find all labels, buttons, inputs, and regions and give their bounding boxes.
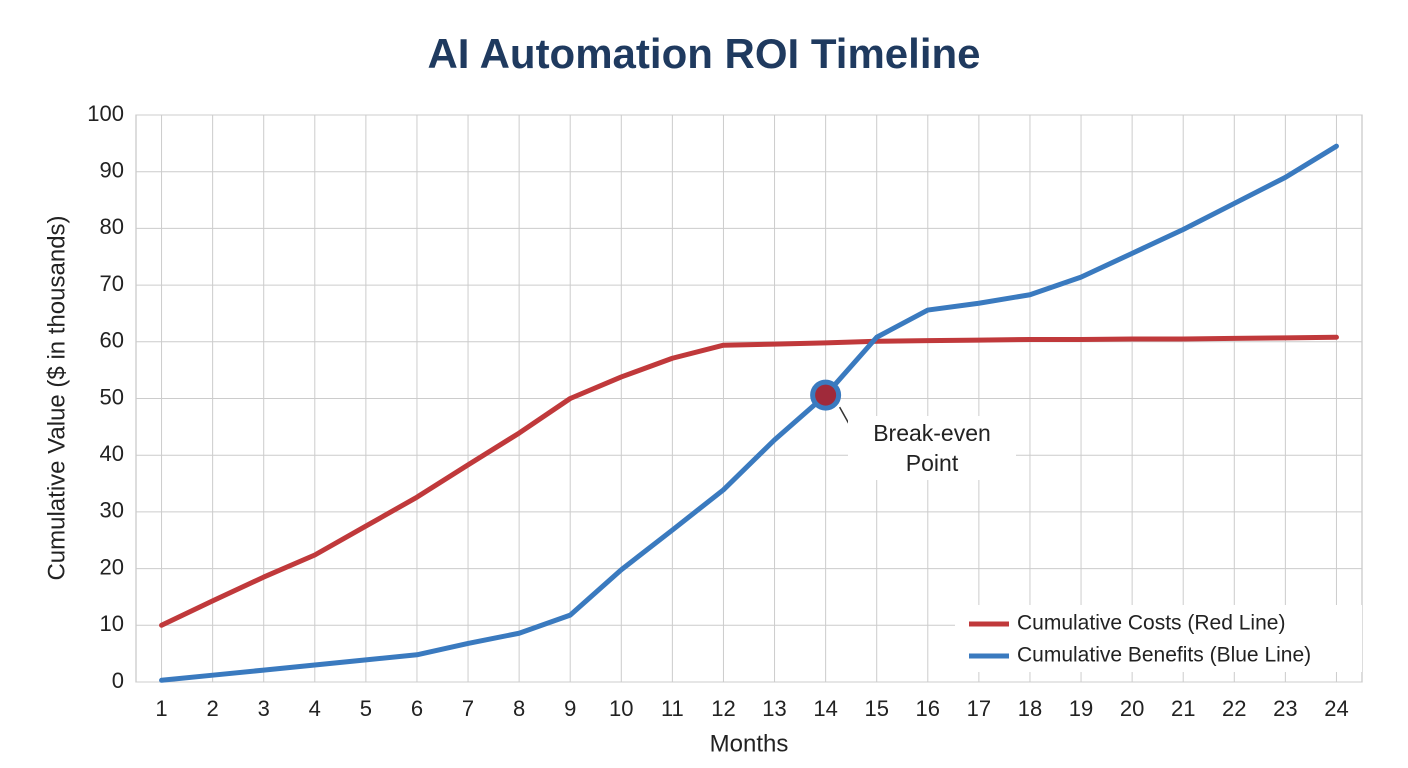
x-tick-label: 13 [762, 696, 786, 721]
x-tick-label: 10 [609, 696, 633, 721]
x-axis-label: Months [710, 730, 789, 757]
x-tick-label: 2 [207, 696, 219, 721]
x-tick-label: 4 [309, 696, 321, 721]
x-tick-label: 24 [1324, 696, 1348, 721]
x-tick-label: 21 [1171, 696, 1195, 721]
x-tick-label: 9 [564, 696, 576, 721]
x-tick-label: 14 [813, 696, 837, 721]
x-tick-label: 20 [1120, 696, 1144, 721]
series-line [159, 334, 1339, 628]
y-tick-label: 70 [100, 271, 124, 296]
y-tick-label: 100 [87, 101, 124, 126]
x-tick-label: 19 [1069, 696, 1093, 721]
x-tick-label: 7 [462, 696, 474, 721]
annotation: Break-even Point [848, 416, 1016, 480]
x-tick-label: 23 [1273, 696, 1297, 721]
x-tick-label: 22 [1222, 696, 1246, 721]
x-tick-label: 11 [661, 696, 684, 721]
legend: Cumulative Costs (Red Line) Cumulative Be… [955, 605, 1362, 672]
x-tick-label: 15 [864, 696, 888, 721]
legend-label: Cumulative Benefits (Blue Line) [1017, 644, 1311, 667]
y-tick-label: 10 [100, 611, 124, 636]
x-tick-label: 17 [967, 696, 991, 721]
x-tick-label: 12 [711, 696, 735, 721]
series-line [159, 143, 1339, 683]
y-tick-label: 60 [100, 328, 124, 353]
legend-box [955, 605, 1362, 672]
y-tick-label: 90 [100, 158, 124, 183]
break-even-marker [810, 379, 842, 411]
x-tick-label: 6 [411, 696, 423, 721]
y-tick-label: 30 [100, 498, 124, 523]
y-tick-label: 80 [100, 214, 124, 239]
x-tick-label: 16 [916, 696, 940, 721]
legend-label: Cumulative Costs (Red Line) [1017, 612, 1285, 635]
y-tick-label: 20 [100, 554, 124, 579]
y-tick-label: 0 [112, 668, 124, 693]
y-tick-label: 50 [100, 384, 124, 409]
y-tick-label: 40 [100, 441, 124, 466]
x-tick-label: 1 [155, 696, 167, 721]
x-tick-label: 8 [513, 696, 525, 721]
x-tick-label: 5 [360, 696, 372, 721]
chart-title: AI Automation ROI Timeline [427, 30, 980, 77]
x-tick-label: 18 [1018, 696, 1042, 721]
y-axis-label: Cumulative Value ($ in thousands) [43, 215, 70, 580]
x-tick-label: 3 [258, 696, 270, 721]
